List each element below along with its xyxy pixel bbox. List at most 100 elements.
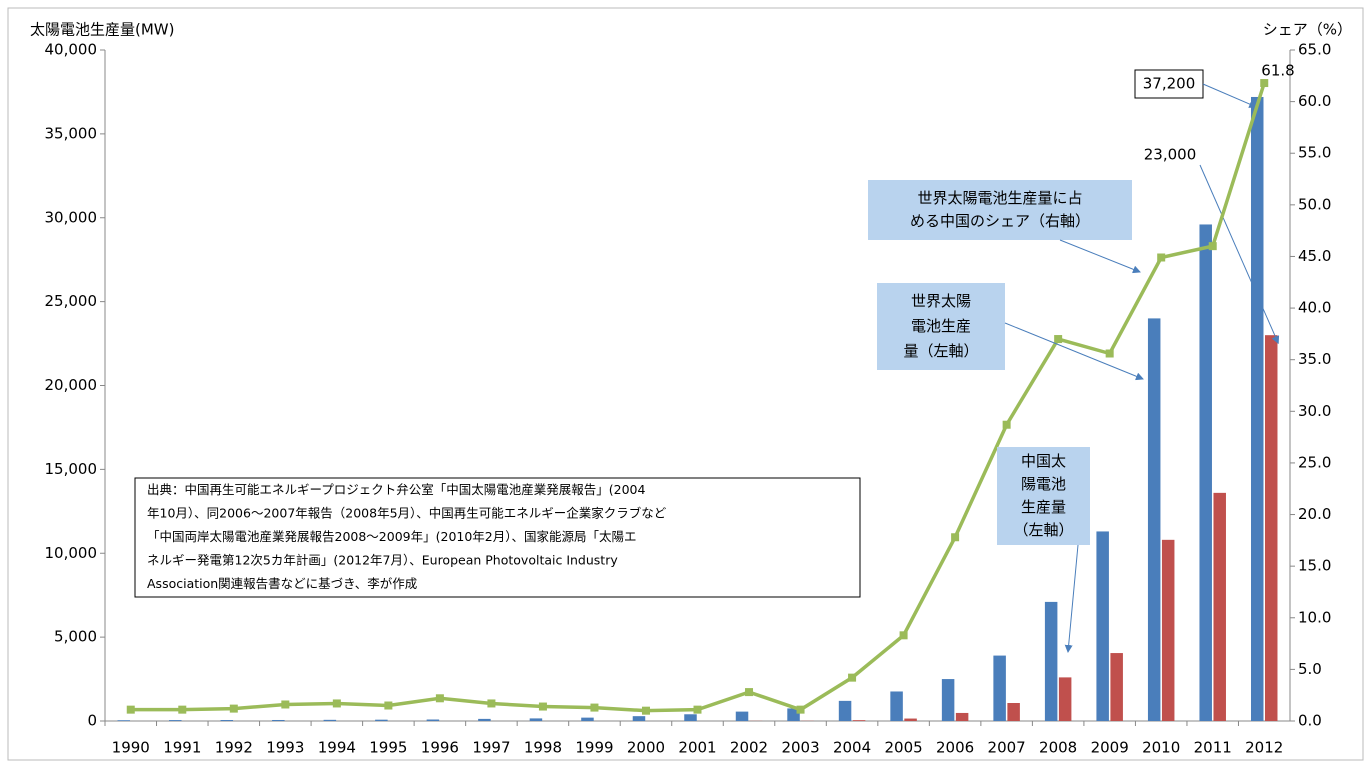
line-marker	[951, 533, 960, 542]
y2-tick-label: 20.0	[1298, 505, 1331, 523]
data-label: 37,200	[1143, 75, 1196, 93]
bar	[272, 719, 285, 721]
annotation-text: Association関連報告書などに基づき、李が作成	[147, 576, 417, 591]
line-marker	[1002, 420, 1011, 429]
line-marker	[229, 704, 238, 713]
y2-tick-label: 35.0	[1298, 350, 1331, 368]
line-marker	[796, 705, 805, 714]
x-tick-label: 2003	[781, 739, 819, 757]
bar	[1147, 318, 1161, 721]
y2-tick-label: 0.0	[1298, 712, 1322, 730]
line-marker	[1157, 253, 1166, 262]
x-tick-label: 1996	[421, 739, 459, 757]
bar	[529, 718, 543, 721]
x-tick-label: 1993	[266, 739, 304, 757]
line-marker	[332, 699, 341, 708]
annotation-text: 年10月）、同2006～2007年報告（2008年5月）、中国再生可能エネルギー…	[147, 506, 667, 521]
bar	[1213, 492, 1226, 721]
line-marker	[1054, 335, 1063, 344]
bar	[1044, 601, 1058, 721]
bar	[478, 718, 491, 721]
bar	[323, 719, 337, 721]
annotation-text: 陽電池	[1021, 475, 1066, 493]
line-marker	[590, 703, 599, 712]
x-tick-label: 1990	[112, 739, 150, 757]
x-tick-label: 1991	[163, 739, 201, 757]
bar	[632, 716, 646, 721]
y2-tick-label: 10.0	[1298, 608, 1331, 626]
line-marker	[281, 700, 290, 709]
x-tick-label: 2000	[627, 739, 665, 757]
x-tick-label: 2009	[1091, 739, 1129, 757]
bar	[1199, 224, 1212, 721]
line-marker	[1208, 242, 1217, 251]
line-marker	[745, 688, 754, 697]
annotation-box	[868, 180, 1132, 240]
chart-border	[7, 7, 1364, 761]
annotation-text: 量（左軸）	[903, 342, 978, 360]
annotation-box	[134, 477, 861, 598]
x-tick-label: 1997	[472, 739, 510, 757]
x-tick-label: 2010	[1142, 739, 1180, 757]
y-tick-label: 20,000	[45, 376, 98, 394]
bar	[1264, 335, 1278, 721]
y-axis-title: 太陽電池生産量(MW)	[30, 21, 174, 39]
annotation-arrow	[1004, 322, 1144, 381]
annotation-text: ネルギー発電第12次5カ年計画」(2012年7月）、European Photo…	[147, 553, 618, 568]
bar	[1110, 653, 1123, 721]
bar	[220, 720, 234, 721]
bar	[1250, 96, 1264, 722]
line-marker	[384, 701, 393, 710]
y2-tick-label: 40.0	[1298, 299, 1331, 317]
y2-tick-label: 65.0	[1298, 41, 1331, 59]
bar	[117, 720, 131, 721]
annotation-text: 電池生産	[911, 317, 971, 335]
y-tick-label: 0	[87, 712, 97, 730]
line-marker	[126, 705, 135, 714]
x-tick-label: 2002	[730, 739, 768, 757]
x-tick-label: 2001	[678, 739, 716, 757]
y-tick-label: 10,000	[45, 544, 98, 562]
bar	[375, 719, 388, 721]
y-tick-label: 15,000	[45, 460, 98, 478]
bar	[1096, 531, 1109, 721]
x-tick-label: 2012	[1245, 739, 1283, 757]
line-marker	[487, 699, 496, 708]
line-marker	[848, 673, 857, 682]
annotation-text: 出典：中国再生可能エネルギープロジェクト弁公室「中国太陽電池産業発展報告」(20…	[147, 482, 645, 497]
x-tick-label: 1995	[369, 739, 407, 757]
y2-axis-title: シェア（%）	[1263, 21, 1352, 39]
x-tick-label: 2004	[833, 739, 871, 757]
bar	[684, 714, 697, 721]
annotation-text: （左軸）	[1013, 521, 1073, 539]
annotation-text: める中国のシェア（右軸）	[910, 212, 1090, 230]
bar	[941, 679, 955, 721]
bar	[735, 711, 749, 721]
y2-tick-label: 45.0	[1298, 247, 1331, 265]
y2-tick-label: 50.0	[1298, 195, 1331, 213]
label-box	[1134, 69, 1204, 99]
bar	[890, 691, 903, 721]
annotation-arrow	[1059, 239, 1141, 274]
y2-tick-label: 25.0	[1298, 453, 1331, 471]
y-tick-label: 5,000	[54, 628, 97, 646]
line-marker	[1260, 79, 1269, 88]
bar	[581, 717, 594, 721]
line-marker	[641, 706, 650, 715]
annotation-arrow	[1064, 544, 1079, 653]
x-tick-label: 1992	[215, 739, 253, 757]
y2-tick-label: 55.0	[1298, 144, 1331, 162]
annotation-box	[877, 283, 1005, 370]
bar	[904, 718, 917, 721]
data-label: 23,000	[1144, 146, 1197, 164]
x-tick-label: 2007	[988, 739, 1026, 757]
line-marker	[899, 631, 908, 640]
x-tick-label: 2008	[1039, 739, 1077, 757]
line-marker	[435, 694, 444, 703]
line-series	[130, 82, 1266, 713]
bar	[838, 700, 852, 721]
bar	[852, 720, 866, 721]
bar	[993, 655, 1006, 721]
x-tick-label: 2011	[1194, 739, 1232, 757]
annotation-box	[997, 447, 1090, 545]
